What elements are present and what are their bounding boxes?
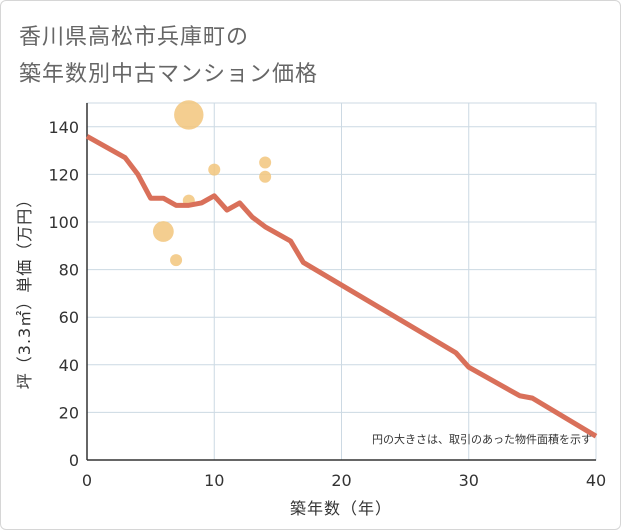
x-tick-label-40: 40 [586, 471, 606, 490]
y-tick-label-140: 140 [48, 118, 79, 137]
y-tick-label-0: 0 [69, 451, 79, 470]
x-tick-label-10: 10 [204, 471, 224, 490]
scatter-series [152, 100, 272, 267]
axes [86, 103, 596, 461]
line-series [85, 134, 598, 439]
x-axis-label: 築年数（年） [290, 499, 392, 518]
y-tick-label-80: 80 [59, 261, 79, 280]
y-tick-label-120: 120 [48, 165, 79, 184]
y-axis-label: 坪（3.3㎡）単価（万円） [15, 191, 34, 389]
scatter-point-0 [152, 221, 174, 242]
scatter-point-2 [174, 100, 204, 130]
bubble-size-note: 円の大きさは、取引のあった物件面積を示す [372, 432, 592, 446]
x-tick-labels: 0 10 20 30 40 [82, 471, 606, 490]
trend-line [85, 134, 598, 439]
x-tick-label-20: 20 [331, 471, 351, 490]
x-tick-label-0: 0 [82, 471, 92, 490]
y-tick-label-60: 60 [59, 308, 79, 327]
y-tick-labels: 0 20 40 60 80 100 120 140 [48, 118, 79, 470]
y-tick-label-20: 20 [59, 403, 79, 422]
grid [86, 102, 597, 461]
x-tick-label-30: 30 [459, 471, 479, 490]
chart-title-line1: 香川県高松市兵庫町の [19, 25, 250, 50]
scatter-point-4 [208, 163, 221, 176]
scatter-point-6 [259, 170, 272, 183]
y-tick-label-100: 100 [48, 213, 79, 232]
chart-title-line2: 築年数別中古マンション価格 [19, 62, 319, 87]
y-tick-label-40: 40 [59, 356, 79, 375]
scatter-point-5 [259, 156, 272, 169]
scatter-point-1 [170, 254, 183, 267]
